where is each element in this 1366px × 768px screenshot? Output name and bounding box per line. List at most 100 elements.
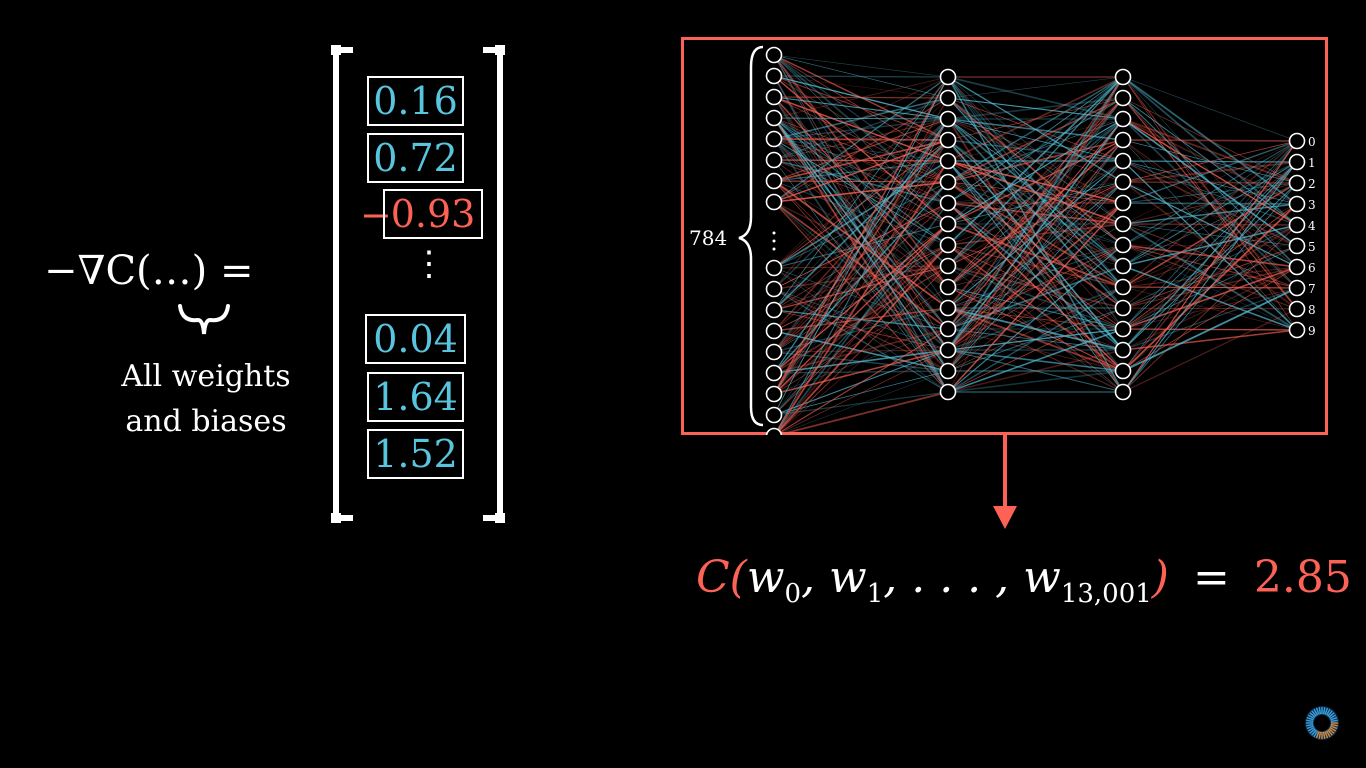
network-edge	[773, 97, 949, 269]
network-edge	[1122, 161, 1298, 183]
vector-entry: 1.52	[367, 429, 464, 479]
network-edge	[774, 265, 949, 435]
network-edge	[1122, 202, 1298, 205]
neuron-node	[1114, 152, 1132, 170]
network-edge	[773, 244, 949, 435]
network-edges	[773, 54, 1298, 435]
network-edge	[773, 201, 949, 372]
ellipsis-dot	[772, 247, 776, 251]
down-arrow-icon	[993, 434, 1017, 529]
network-edge	[773, 349, 949, 374]
neuron-node	[939, 362, 957, 380]
network-edge	[947, 244, 1124, 393]
network-edge	[947, 370, 1124, 393]
network-edge	[773, 75, 949, 99]
left-bracket	[331, 45, 353, 523]
neuron-node	[765, 67, 783, 85]
neuron-node	[765, 151, 783, 169]
neuron-node	[765, 109, 783, 127]
neuron-node	[765, 385, 783, 403]
vector-entry: 0.72	[367, 133, 464, 183]
cost-value: 2.85	[1253, 552, 1352, 603]
neuron-node	[1288, 153, 1306, 171]
network-edge	[947, 328, 1124, 393]
network-edge	[1122, 182, 1298, 204]
neuron-node	[765, 193, 783, 211]
neuron-node	[1288, 132, 1306, 150]
neuron-node	[939, 320, 957, 338]
network-edge	[1122, 140, 1298, 246]
network-edge	[773, 139, 949, 203]
output-digit-label: 5	[1308, 240, 1316, 254]
neuron-node	[765, 172, 783, 190]
neuron-node	[1114, 383, 1132, 401]
network-edge	[773, 76, 949, 161]
ellipsis-dot	[772, 239, 776, 243]
network-edge	[773, 76, 949, 119]
vertical-ellipsis: ⋮	[412, 244, 446, 284]
output-digit-label: 3	[1308, 198, 1316, 212]
neuron-node	[939, 89, 957, 107]
network-edge	[773, 118, 949, 435]
network-edge	[1122, 76, 1298, 142]
network-edge	[1122, 140, 1298, 372]
vector-entry: 0.04	[365, 314, 466, 364]
vector-entry: 0.16	[367, 76, 464, 126]
network-edge	[773, 180, 949, 372]
network-edge	[773, 76, 949, 311]
output-digit-label: 9	[1308, 324, 1316, 338]
weight-subscript: 13,001	[1060, 578, 1152, 609]
network-edge	[773, 118, 949, 395]
network-edge	[774, 139, 949, 435]
neuron-node	[939, 131, 957, 149]
network-edge	[1122, 182, 1298, 393]
network-edge	[1122, 308, 1298, 393]
network-edge	[774, 328, 949, 435]
neuron-node	[1114, 320, 1132, 338]
neuron-node	[765, 343, 783, 361]
brand-logo-icon[interactable]	[1303, 704, 1341, 742]
neuron-node	[1114, 278, 1132, 296]
neuron-node	[1114, 215, 1132, 233]
weight-subscript: 1	[866, 578, 884, 609]
neuron-node	[1114, 110, 1132, 128]
network-edge	[773, 139, 949, 311]
neuron-node	[1288, 279, 1306, 297]
weight-symbol: w	[829, 552, 867, 603]
network-edge	[773, 75, 949, 372]
neuron-node	[1114, 131, 1132, 149]
caption-line-1: All weights	[121, 359, 291, 394]
weight-symbol: w	[1023, 552, 1061, 603]
network-edge	[947, 181, 1124, 372]
neuron-node	[1114, 299, 1132, 317]
equals-sign: =	[1192, 552, 1230, 603]
output-digit-label: 7	[1308, 282, 1316, 296]
neuron-node	[1114, 68, 1132, 86]
network-edge	[947, 76, 1124, 351]
network-edge	[947, 118, 1124, 288]
network-edge	[947, 244, 1124, 372]
network-frame	[681, 37, 1328, 435]
network-edge	[947, 76, 1124, 225]
output-digit-label: 0	[1308, 135, 1316, 149]
neuron-node	[1114, 257, 1132, 275]
network-edge	[773, 160, 949, 435]
neuron-node	[765, 364, 783, 382]
cost-symbol: C	[696, 552, 730, 603]
network-edge	[1122, 161, 1298, 246]
neuron-node	[765, 322, 783, 340]
network-edge	[774, 286, 949, 435]
network-edge	[947, 118, 1124, 372]
network-edge	[773, 76, 949, 290]
network-edge	[947, 160, 1124, 372]
neuron-node	[765, 280, 783, 298]
network-edge	[947, 97, 1124, 120]
network-edge	[947, 118, 1124, 246]
network-edge	[773, 139, 949, 395]
neuron-node	[939, 257, 957, 275]
network-edge	[773, 75, 949, 78]
network-edge	[773, 201, 949, 330]
vector-entry: 1.64	[367, 372, 464, 422]
network-edge	[947, 118, 1124, 351]
network-edge	[773, 307, 949, 332]
